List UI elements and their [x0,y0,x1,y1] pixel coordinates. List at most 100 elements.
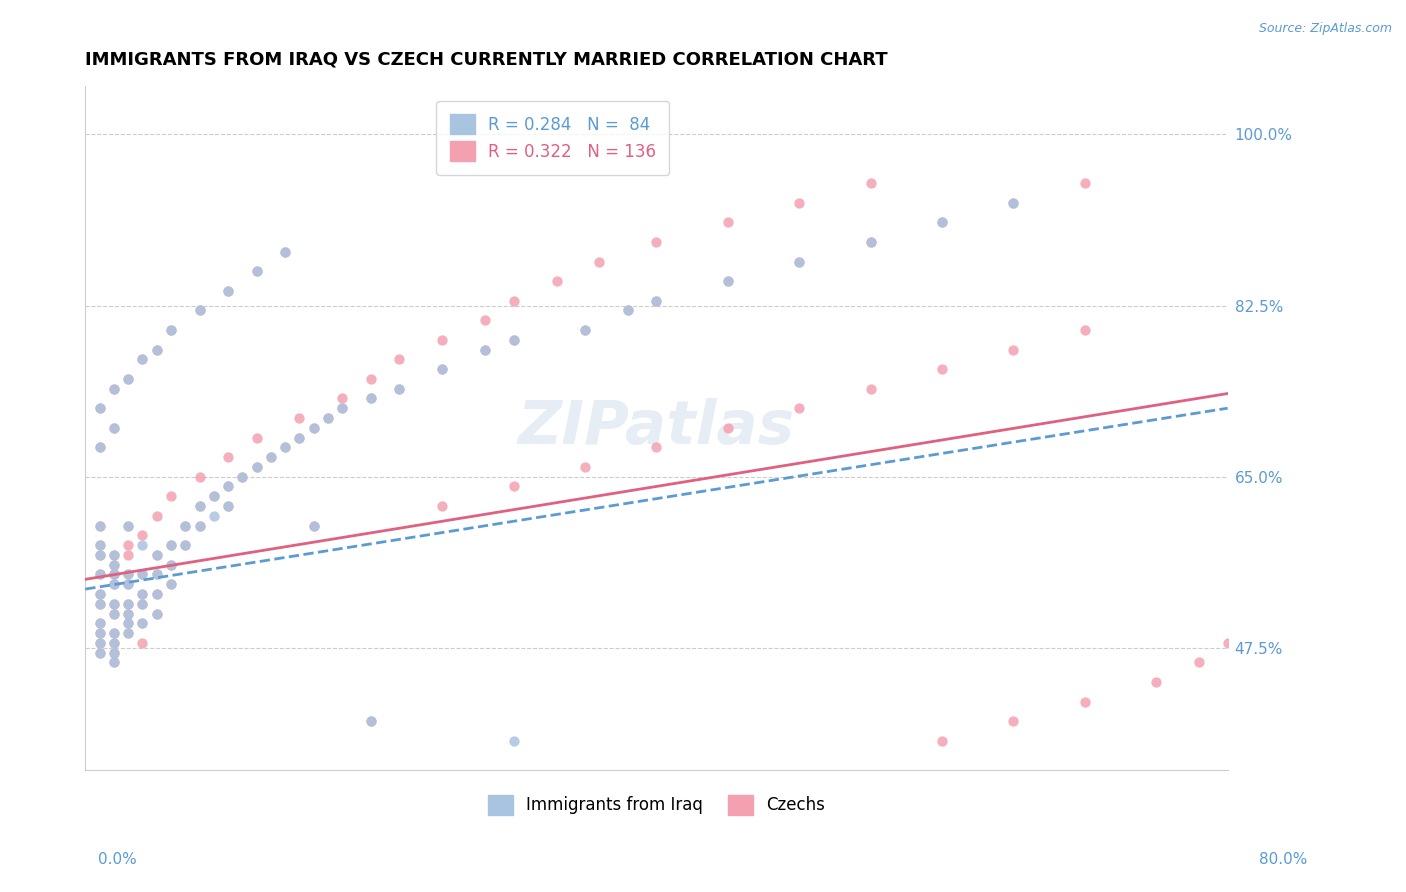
Point [260,450,283,464]
Point [316,411,339,425]
Point [103,656,125,670]
Point [89,440,111,454]
Point [103,636,125,650]
Point [617,303,640,318]
Point [145,607,167,621]
Point [588,254,610,268]
Point [131,538,153,552]
Point [217,499,239,513]
Point [1288,597,1310,611]
Point [89,548,111,562]
Point [103,421,125,435]
Legend: Immigrants from Iraq, Czechs: Immigrants from Iraq, Czechs [479,786,834,823]
Point [474,313,496,327]
Point [89,626,111,640]
Point [89,646,111,660]
Point [103,597,125,611]
Point [502,733,524,747]
Point [160,323,183,337]
Point [103,607,125,621]
Point [330,401,353,416]
Point [89,518,111,533]
Point [89,646,111,660]
Point [274,440,297,454]
Point [89,440,111,454]
Point [1002,343,1025,357]
Point [160,577,183,591]
Point [174,538,197,552]
Point [188,518,211,533]
Point [1002,714,1025,728]
Point [274,440,297,454]
Point [117,548,139,562]
Point [117,607,139,621]
Point [145,567,167,582]
Point [645,440,668,454]
Point [1074,176,1097,190]
Point [360,392,382,406]
Point [160,538,183,552]
Point [131,587,153,601]
Point [246,459,269,474]
Point [1144,675,1167,690]
Point [474,343,496,357]
Point [117,577,139,591]
Point [117,616,139,631]
Point [131,528,153,542]
Point [89,597,111,611]
Point [302,421,325,435]
Point [117,616,139,631]
Point [246,431,269,445]
Point [432,499,454,513]
Point [859,235,882,249]
Point [1074,323,1097,337]
Point [1002,195,1025,210]
Point [202,508,225,523]
Point [432,362,454,376]
Point [103,548,125,562]
Point [117,626,139,640]
Point [131,597,153,611]
Point [231,469,253,483]
Point [131,352,153,367]
Point [131,616,153,631]
Point [931,362,953,376]
Point [145,567,167,582]
Point [103,597,125,611]
Point [717,274,740,288]
Point [89,548,111,562]
Point [103,567,125,582]
Point [145,343,167,357]
Point [188,499,211,513]
Point [103,548,125,562]
Point [89,401,111,416]
Point [160,558,183,572]
Point [117,372,139,386]
Point [174,518,197,533]
Point [145,343,167,357]
Point [160,323,183,337]
Point [160,538,183,552]
Point [432,333,454,347]
Point [103,577,125,591]
Point [103,626,125,640]
Point [103,626,125,640]
Point [574,323,596,337]
Point [103,421,125,435]
Point [202,489,225,503]
Point [117,518,139,533]
Point [145,548,167,562]
Point [217,479,239,493]
Point [89,587,111,601]
Point [89,597,111,611]
Point [89,567,111,582]
Point [288,411,311,425]
Point [217,499,239,513]
Point [502,333,524,347]
Point [302,421,325,435]
Text: ZIPatlas: ZIPatlas [517,398,794,458]
Point [360,714,382,728]
Point [89,616,111,631]
Point [274,244,297,259]
Point [246,264,269,278]
